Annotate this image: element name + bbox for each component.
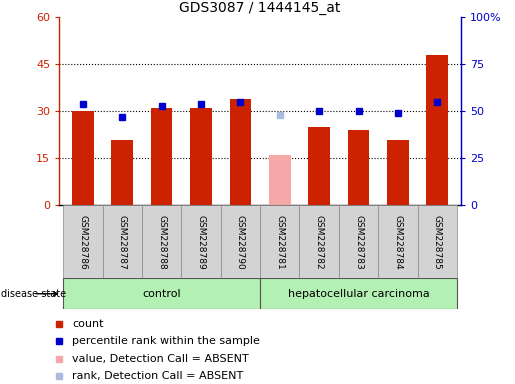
Bar <box>308 127 330 205</box>
Bar <box>190 108 212 205</box>
Bar <box>111 140 133 205</box>
Bar <box>260 205 299 278</box>
Text: percentile rank within the sample: percentile rank within the sample <box>72 336 260 346</box>
Text: GSM228785: GSM228785 <box>433 215 442 269</box>
Text: count: count <box>72 319 104 329</box>
Bar <box>418 205 457 278</box>
Bar <box>221 205 260 278</box>
Bar <box>181 205 221 278</box>
Bar <box>426 55 448 205</box>
Text: value, Detection Call = ABSENT: value, Detection Call = ABSENT <box>72 354 249 364</box>
Text: rank, Detection Call = ABSENT: rank, Detection Call = ABSENT <box>72 371 244 381</box>
Text: GSM228787: GSM228787 <box>118 215 127 269</box>
Title: GDS3087 / 1444145_at: GDS3087 / 1444145_at <box>179 1 341 15</box>
Bar <box>63 205 102 278</box>
Text: GSM228788: GSM228788 <box>157 215 166 269</box>
Text: GSM228784: GSM228784 <box>393 215 402 269</box>
Text: disease state: disease state <box>1 289 66 299</box>
Bar <box>378 205 418 278</box>
Bar <box>339 205 378 278</box>
Text: GSM228786: GSM228786 <box>78 215 88 269</box>
Bar <box>260 278 457 309</box>
Text: GSM228789: GSM228789 <box>197 215 205 269</box>
Bar <box>63 278 260 309</box>
Text: GSM228781: GSM228781 <box>275 215 284 269</box>
Bar <box>72 111 94 205</box>
Bar <box>230 99 251 205</box>
Text: control: control <box>142 289 181 299</box>
Text: GSM228782: GSM228782 <box>315 215 323 269</box>
Text: GSM228790: GSM228790 <box>236 215 245 269</box>
Bar <box>269 155 290 205</box>
Text: hepatocellular carcinoma: hepatocellular carcinoma <box>288 289 430 299</box>
Bar <box>299 205 339 278</box>
Bar <box>387 140 409 205</box>
Bar <box>151 108 173 205</box>
Bar <box>348 130 369 205</box>
Bar <box>102 205 142 278</box>
Text: GSM228783: GSM228783 <box>354 215 363 269</box>
Bar <box>142 205 181 278</box>
